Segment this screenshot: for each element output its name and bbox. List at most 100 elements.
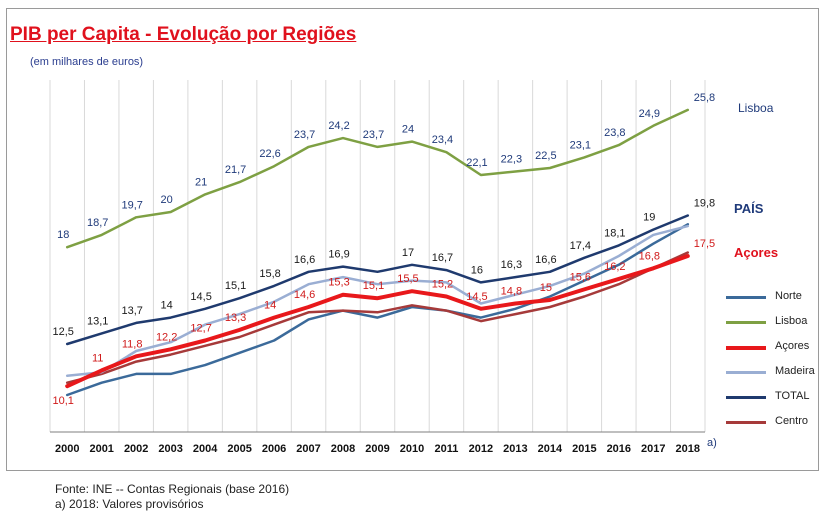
data-label: 22,1 [466, 157, 487, 169]
series-end-labels: Lisboa Açores PAÍS [734, 101, 778, 260]
data-label: 13,1 [87, 315, 108, 327]
data-label: 14,8 [501, 286, 522, 298]
data-label: 12,7 [190, 322, 211, 334]
chart-subtitle: (em milhares de euros) [30, 56, 144, 68]
legend-item: Açores [720, 340, 815, 354]
legend-label: Centro [775, 415, 809, 427]
legend-label: Norte [775, 290, 802, 302]
legend-label: Madeira [775, 365, 815, 377]
data-label: 14 [161, 300, 173, 312]
legend-swatch [726, 321, 766, 324]
legend-item: TOTAL [720, 390, 815, 404]
data-label: 19 [643, 212, 655, 224]
data-label: 17,5 [694, 238, 715, 250]
data-label: 16,6 [294, 254, 315, 266]
data-label: 15,5 [397, 273, 418, 285]
legend-label: Lisboa [775, 315, 808, 327]
data-label: 16 [471, 264, 483, 276]
data-label: 19,7 [121, 199, 142, 211]
series-line-açores [65, 254, 690, 389]
x-tick-label: 2008 [331, 443, 355, 455]
x-tick-label: 2013 [503, 443, 527, 455]
x-tick-label: 2001 [89, 443, 113, 455]
legend-item: Madeira [720, 365, 815, 379]
data-label: 15,6 [570, 271, 591, 283]
data-label: 15,3 [328, 277, 349, 289]
data-label: 21,7 [225, 164, 246, 176]
data-label: 14 [264, 300, 276, 312]
data-label: 22,5 [535, 150, 556, 162]
x-tick-label: 2005 [227, 443, 251, 455]
legend-item: Lisboa [720, 315, 815, 329]
source-note: Fonte: INE -- Contas Regionais (base 201… [55, 482, 290, 496]
x-tick-label: 2000 [55, 443, 79, 455]
data-label: 18,1 [604, 227, 625, 239]
legend-swatch [726, 396, 766, 399]
series-line-lisboa [65, 108, 690, 249]
end-label-total: PAÍS [734, 201, 764, 216]
data-label: 17 [402, 247, 414, 259]
data-label: 11 [92, 352, 103, 364]
legend-swatch [726, 346, 766, 350]
data-label: 15,2 [432, 278, 453, 290]
legend-label: Açores [775, 340, 810, 352]
data-label: 16,7 [432, 252, 453, 264]
gridlines [49, 80, 706, 432]
data-label: 24 [402, 124, 414, 136]
data-label: 24,2 [328, 120, 349, 132]
data-labels: 18 18,7 19,7 20 21 21,7 22,6 23,7 24,2 23,7 24 23,4… [53, 92, 716, 407]
x-tick-label: 2015 [572, 443, 596, 455]
series-lines [65, 108, 690, 397]
data-label: 24,9 [639, 108, 660, 120]
data-label: 14,5 [466, 291, 487, 303]
data-label: 11,8 [122, 338, 143, 350]
data-label: 13,7 [121, 305, 142, 317]
data-label: 14,5 [190, 291, 211, 303]
data-label: 22,3 [501, 154, 522, 166]
series-line-total [65, 214, 690, 346]
series-line-norte [65, 223, 690, 397]
x-tick-label: 2012 [469, 443, 493, 455]
data-label: 15,1 [363, 280, 384, 292]
data-label: 16,6 [535, 254, 556, 266]
data-label: 25,8 [694, 92, 715, 104]
data-label: 23,7 [363, 129, 384, 141]
x-tick-label: 2004 [193, 443, 218, 455]
footnote: a) 2018: Valores provisórios [55, 497, 204, 511]
data-label: 15,1 [225, 280, 246, 292]
end-label-açores: Açores [734, 245, 778, 260]
data-label: 16,9 [328, 249, 349, 261]
x-tick-label: 2016 [607, 443, 631, 455]
legend-item: Centro [720, 415, 815, 429]
data-label: 23,8 [604, 127, 625, 139]
legend-swatch [726, 371, 766, 374]
chart-frame [6, 8, 819, 471]
data-label: 23,1 [570, 139, 591, 151]
chart-title: PIB per Capita - Evolução por Regiões [10, 24, 357, 45]
x-tick-label: 2007 [296, 443, 320, 455]
data-label: 12,2 [156, 331, 177, 343]
x-tick-label: 2011 [435, 443, 459, 455]
data-label: 15,8 [259, 268, 280, 280]
legend-item: Norte [720, 290, 815, 304]
data-label: 17,4 [570, 240, 591, 252]
data-label: 10,1 [53, 395, 74, 407]
data-label: 18 [57, 229, 69, 241]
legend-swatch [726, 421, 766, 424]
legend-label: TOTAL [775, 390, 810, 402]
data-label: 21 [195, 176, 207, 188]
data-label: 12,5 [53, 326, 74, 338]
data-label: 23,4 [432, 134, 453, 146]
x-tick-label: 2006 [262, 443, 286, 455]
x-tick-label: 2003 [158, 443, 182, 455]
x-axis-note: a) [707, 437, 717, 449]
series-line-madeira [65, 224, 690, 377]
data-label: 16,8 [639, 250, 660, 262]
data-label: 13,3 [225, 312, 246, 324]
data-label: 22,6 [259, 148, 280, 160]
data-label: 18,7 [87, 217, 108, 229]
x-tick-label: 2014 [538, 443, 563, 455]
legend-swatch [726, 296, 766, 299]
data-label: 15 [540, 282, 552, 294]
